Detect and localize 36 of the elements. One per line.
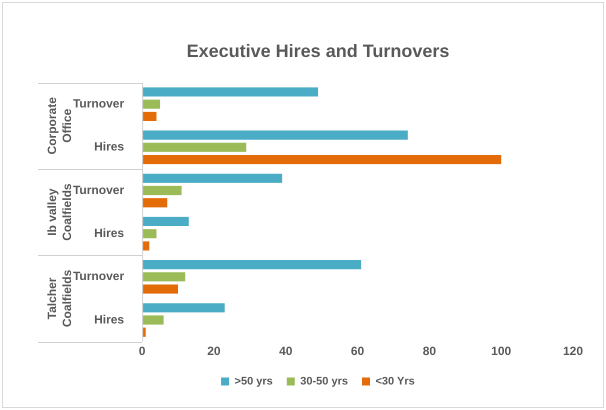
text: Talcher Coalfields	[44, 269, 74, 328]
bar	[142, 142, 246, 152]
legend-label: >50 yrs	[234, 376, 273, 388]
bar	[142, 130, 408, 140]
y-tick-label: Hires	[94, 140, 124, 154]
x-tick-label: 120	[562, 344, 584, 358]
y-tick-label: Hires	[94, 226, 124, 240]
y-tick-label: Turnover	[72, 182, 124, 197]
y-tick-label: Turnover	[72, 269, 124, 284]
text: Corporate Office	[44, 96, 74, 154]
text: Ib valley Coalfields	[44, 183, 74, 241]
bar	[142, 112, 156, 121]
bar	[142, 100, 160, 109]
bar	[142, 284, 178, 294]
bar	[142, 87, 318, 97]
legend-label: <30 Yrs	[375, 376, 415, 388]
y-tick-label: Turnover	[72, 96, 124, 110]
bar	[142, 216, 189, 226]
chart-title: Executive Hires and Turnovers	[186, 40, 450, 61]
bar	[142, 154, 502, 164]
bar	[142, 186, 182, 196]
bar	[142, 174, 282, 183]
bar	[142, 315, 164, 325]
legend-label: 30-50 yrs	[300, 376, 348, 388]
x-tick-label: 40	[279, 344, 293, 358]
x-tick-label: 0	[138, 344, 146, 358]
x-tick-label: 100	[491, 344, 512, 358]
bar	[142, 303, 225, 312]
x-tick-label: 60	[350, 344, 365, 358]
x-tick-label: 20	[207, 344, 221, 358]
x-tick-label: 80	[422, 344, 436, 358]
bar	[142, 272, 186, 282]
bar	[142, 260, 362, 270]
y-tick-label: Hires	[94, 312, 124, 326]
bar	[142, 198, 168, 208]
bar	[142, 229, 156, 238]
